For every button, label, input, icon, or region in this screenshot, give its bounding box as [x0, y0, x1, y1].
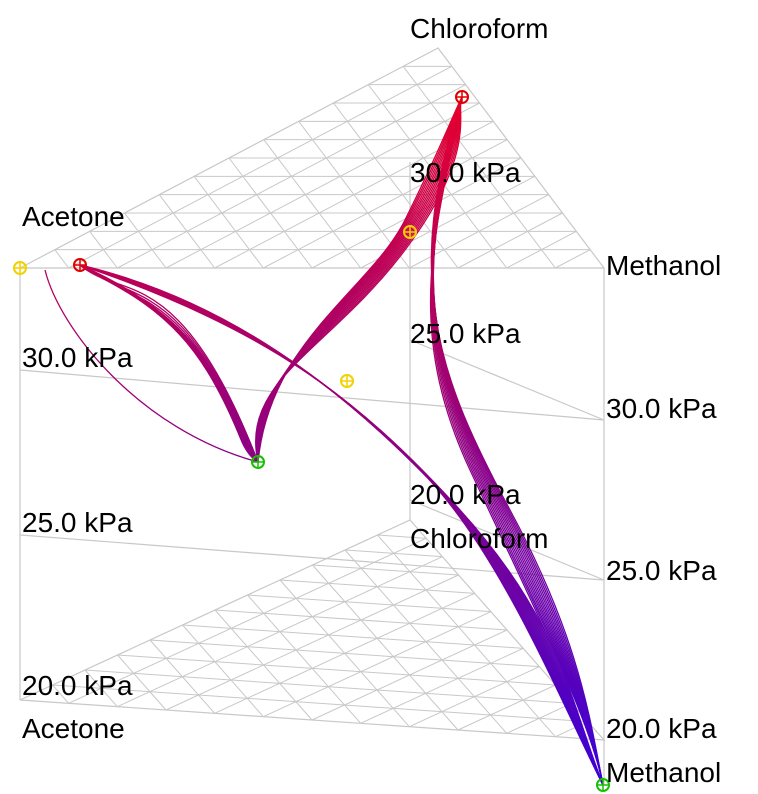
grid-line [193, 176, 264, 269]
residue-curve [257, 96, 463, 463]
pressure-label-left-20: 20.0 kPa [22, 670, 133, 701]
grid-line [52, 684, 588, 723]
grid-line [84, 669, 572, 704]
grid-line [247, 594, 491, 613]
grid-line [344, 549, 508, 734]
grid-line [165, 102, 480, 269]
residue-curve [79, 264, 259, 463]
grid-line [377, 534, 556, 737]
grid-line [555, 249, 591, 269]
grid-line [68, 65, 453, 269]
grid-line [457, 684, 556, 731]
grid-line [124, 212, 167, 269]
pressure-label-right-30: 30.0 kPa [606, 393, 717, 424]
grid-line [117, 556, 443, 708]
vertex-label-methanol-bottom: Methanol [606, 757, 721, 788]
pressure-label-center-20: 20.0 kPa [410, 479, 521, 510]
grid-line [68, 537, 427, 704]
grid-line [367, 84, 508, 269]
frame-line [19, 369, 605, 421]
grid-line [182, 624, 264, 717]
grid-line [312, 564, 459, 576]
vertex-label-chloroform-bottom: Chloroform [410, 523, 548, 554]
grid-line [555, 721, 589, 738]
grid-line [457, 212, 563, 269]
residue-curve [430, 96, 604, 786]
grid-line [247, 594, 362, 724]
pressure-label-center-30: 30.0 kPa [410, 157, 521, 188]
grid-line [182, 624, 524, 649]
grid-line [165, 574, 459, 711]
grid-line [360, 647, 524, 724]
grid-line [117, 654, 556, 686]
grid-line [54, 249, 70, 269]
grid-line [263, 139, 362, 269]
grid-line [312, 564, 459, 731]
vertex-label-acetone-bottom: Acetone [22, 713, 125, 744]
residue-curve [44, 269, 259, 463]
singular-point-markers [13, 90, 610, 792]
vertex-label-methanol-top: Methanol [606, 250, 721, 281]
grid-line [263, 139, 508, 269]
pressure-label-center-25: 25.0 kPa [410, 318, 521, 349]
grid-line [377, 534, 427, 539]
bottom-composition-grid [19, 519, 606, 741]
pressure-label-right-20: 20.0 kPa [606, 713, 717, 744]
vertex-label-acetone-top: Acetone [22, 201, 125, 232]
grid-line [214, 592, 475, 714]
grid-line [117, 654, 167, 711]
grid-line [263, 611, 492, 718]
grid-line [52, 684, 70, 704]
residue-curve [79, 264, 604, 786]
axis-labels: Chloroform Acetone Methanol 30.0 kPa 25.… [22, 13, 721, 788]
residue-curves [44, 96, 604, 786]
vertex-label-chloroform-top: Chloroform [410, 13, 548, 44]
grid-line [333, 102, 459, 269]
pressure-label-right-25: 25.0 kPa [606, 555, 717, 586]
pressure-label-left-30: 30.0 kPa [22, 342, 133, 373]
grid-line [117, 84, 466, 269]
grid-line [402, 66, 556, 269]
pressure-label-left-25: 25.0 kPa [22, 507, 133, 538]
